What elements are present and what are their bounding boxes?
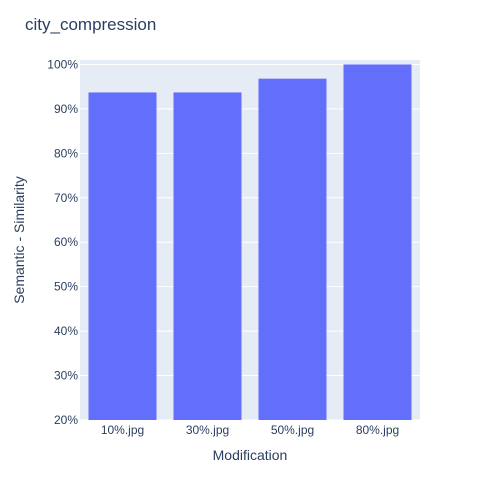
y-tick-label: 100%	[47, 57, 78, 71]
y-tick-label: 80%	[54, 146, 78, 160]
y-tick-label: 40%	[54, 324, 78, 338]
y-tick-label: 90%	[54, 102, 78, 116]
y-tick-label: 50%	[54, 280, 78, 294]
y-axis-ticks: 20% 30% 40% 50% 60% 70% 80% 90% 100%	[47, 57, 78, 427]
y-tick-label: 60%	[54, 235, 78, 249]
bar-2[interactable]	[173, 92, 242, 420]
x-tick-label: 50%.jpg	[271, 423, 314, 437]
chart-title: city_compression	[25, 15, 156, 34]
y-tick-label: 20%	[54, 413, 78, 427]
bar-4[interactable]	[343, 64, 412, 420]
y-tick-label: 70%	[54, 191, 78, 205]
x-axis-title: Modification	[213, 447, 288, 463]
x-tick-label: 30%.jpg	[186, 423, 229, 437]
bars	[88, 64, 412, 421]
bar-1[interactable]	[88, 92, 157, 420]
bar-3[interactable]	[258, 78, 327, 421]
y-axis-title: Semantic - Similarity	[11, 176, 27, 304]
x-tick-label: 10%.jpg	[101, 423, 144, 437]
y-tick-label: 30%	[54, 369, 78, 383]
x-tick-label: 80%.jpg	[356, 423, 399, 437]
x-axis-ticks: 10%.jpg 30%.jpg 50%.jpg 80%.jpg	[101, 423, 399, 437]
